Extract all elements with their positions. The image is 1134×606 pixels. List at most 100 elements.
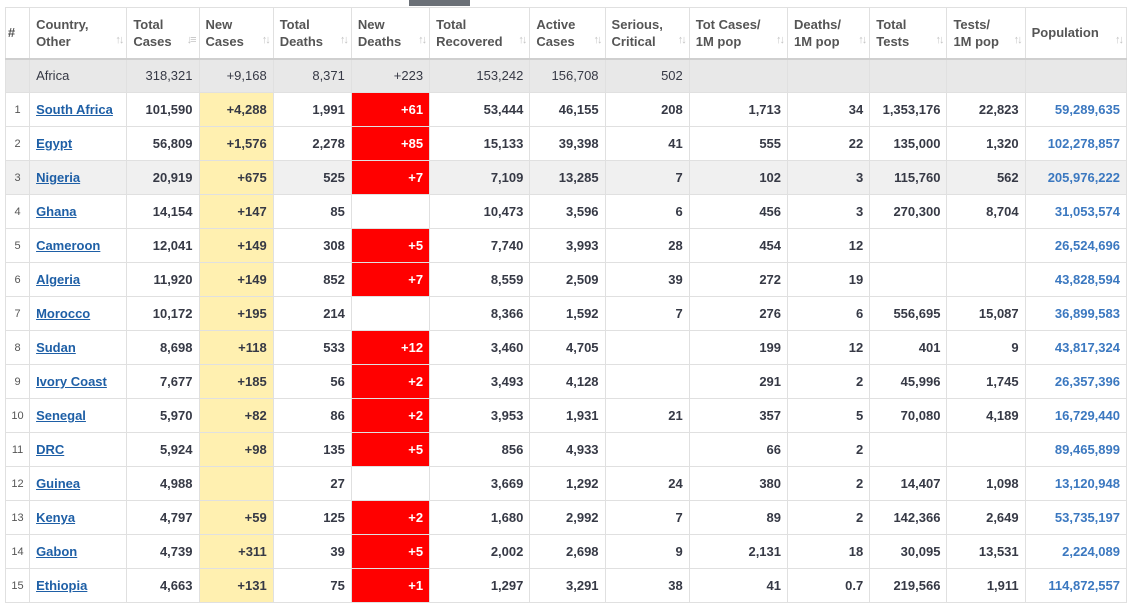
header-deaths-per-1m[interactable]: Deaths/1M pop ↑↓ — [787, 7, 871, 60]
covid-stats-table: # Country, Other ↑↓ Total Cases ↓≡ New Cases ↑↓ To… — [5, 7, 1128, 603]
country-link[interactable]: Sudan — [36, 340, 76, 355]
table-row: 10 Senegal 5,970 +82 86 +2 3,953 1,931 21 357 5 70,… — [5, 398, 1128, 433]
cell-country: DRC — [29, 432, 128, 467]
population-link[interactable]: 13,120,948 — [1054, 476, 1120, 491]
header-tests-per-1m[interactable]: Tests/1M pop ↑↓ — [946, 7, 1026, 60]
cell-total-recovered: 8,559 — [429, 262, 531, 297]
header-label: # — [6, 24, 29, 41]
country-link[interactable]: DRC — [36, 442, 65, 457]
header-total-deaths[interactable]: Total Deaths ↑↓ — [272, 7, 352, 60]
header-new-cases[interactable]: New Cases ↑↓ — [198, 7, 274, 60]
cell-population: 43,828,594 — [1024, 262, 1128, 297]
sort-arrows-icon[interactable]: ↑↓ — [339, 33, 349, 46]
sort-arrows-icon[interactable]: ↑↓ — [518, 33, 527, 46]
sort-arrows-icon[interactable]: ↑↓ — [935, 33, 944, 46]
country-link[interactable]: Algeria — [36, 272, 81, 287]
population-link[interactable]: 53,735,197 — [1054, 510, 1120, 525]
country-link[interactable]: Nigeria — [36, 170, 81, 185]
country-link[interactable]: South Africa — [36, 102, 113, 117]
cell-rank: 7 — [5, 296, 31, 331]
cell-population: 13,120,948 — [1024, 466, 1128, 501]
header-tot-cases-per-1m[interactable]: Tot Cases/1M pop ↑↓ — [688, 7, 789, 60]
cell-new-cases: +147 — [198, 194, 274, 229]
header-total-tests[interactable]: Total Tests ↑↓ — [869, 7, 948, 60]
cell-total-deaths: 308 — [272, 228, 352, 263]
table-row: 13 Kenya 4,797 +59 125 +2 1,680 2,992 7 89 2 142,36… — [5, 500, 1128, 535]
header-active-cases[interactable]: Active Cases ↑↓ — [529, 7, 606, 60]
cell-total-recovered: 3,493 — [429, 364, 531, 399]
cell-total-tests: 556,695 — [869, 296, 948, 331]
top-tab-indicator — [409, 0, 470, 6]
sort-arrows-icon[interactable]: ↑↓ — [115, 33, 124, 46]
population-link[interactable]: 59,289,635 — [1054, 102, 1120, 117]
cell-new-deaths — [350, 194, 431, 229]
cell-tests-per-1m — [946, 432, 1026, 467]
cell-tot-cases-per-1m: 1,713 — [688, 92, 789, 127]
population-link[interactable]: 114,872,557 — [1048, 578, 1120, 593]
country-link[interactable]: Cameroon — [36, 238, 101, 253]
cell-tot-cases-per-1m: 41 — [688, 568, 789, 603]
sort-arrows-icon[interactable]: ↑↓ — [593, 33, 603, 46]
population-link[interactable]: 36,899,583 — [1054, 306, 1120, 321]
header-country[interactable]: Country, Other ↑↓ — [29, 7, 128, 60]
cell-total-cases: 14,154 — [126, 194, 200, 229]
cell-new-deaths: +2 — [350, 364, 431, 399]
cell-tests-per-1m: 15,087 — [946, 296, 1026, 331]
header-serious-critical[interactable]: Serious, Critical ↑↓ — [604, 7, 690, 60]
header-label: Population — [1032, 24, 1120, 41]
sort-arrows-icon[interactable]: ↑↓ — [776, 33, 785, 46]
cell-tests-per-1m: 1,911 — [946, 568, 1026, 603]
population-link[interactable]: 26,524,696 — [1054, 238, 1120, 253]
table-row: 3 Nigeria 20,919 +675 525 +7 7,109 13,285 7 102 3 1… — [5, 160, 1128, 195]
sort-arrows-icon[interactable]: ↑↓ — [1115, 33, 1124, 46]
population-link[interactable]: 43,817,324 — [1054, 340, 1120, 355]
sort-arrows-icon[interactable]: ↑↓ — [418, 33, 427, 46]
country-link[interactable]: Senegal — [36, 408, 86, 423]
country-link[interactable]: Egypt — [36, 136, 73, 151]
country-link[interactable]: Ghana — [36, 204, 77, 219]
cell-new-deaths — [350, 296, 431, 331]
header-label: Active Cases — [536, 16, 598, 50]
sort-arrows-icon[interactable]: ↑↓ — [1013, 33, 1023, 46]
cell-total-cases: 4,988 — [126, 466, 200, 501]
table-row: 5 Cameroon 12,041 +149 308 +5 7,740 3,993 28 454 1… — [5, 228, 1128, 263]
population-link[interactable]: 43,828,594 — [1054, 272, 1120, 287]
header-total-cases[interactable]: Total Cases ↓≡ — [126, 7, 200, 60]
header-total-recovered[interactable]: Total Recovered ↑↓ — [429, 7, 531, 60]
sort-arrows-icon[interactable]: ↑↓ — [677, 33, 687, 46]
population-link[interactable]: 2,224,089 — [1062, 544, 1120, 559]
header-label-line: Cases — [133, 33, 172, 49]
cell-serious-critical: 9 — [604, 534, 690, 569]
cell-tot-cases-per-1m: 456 — [688, 194, 789, 229]
sort-arrows-icon[interactable]: ↑↓ — [261, 33, 271, 46]
country-link[interactable]: Ivory Coast — [36, 374, 107, 389]
population-link[interactable]: 102,278,857 — [1047, 136, 1120, 151]
cell-tot-cases-per-1m: 357 — [688, 398, 789, 433]
country-link[interactable]: Gabon — [36, 544, 78, 559]
population-link[interactable]: 26,357,396 — [1054, 374, 1120, 389]
cell-tests-per-1m: 9 — [946, 330, 1026, 365]
population-link[interactable]: 205,976,222 — [1047, 170, 1120, 185]
header-label-line: Total — [436, 16, 467, 32]
cell-total-deaths: 56 — [272, 364, 352, 399]
country-link[interactable]: Kenya — [36, 510, 76, 525]
cell-tests-per-1m: 2,649 — [946, 500, 1026, 535]
cell-active-cases: 2,698 — [529, 534, 606, 569]
cell-total-deaths: 75 — [272, 568, 352, 603]
country-link[interactable]: Ethiopia — [36, 578, 88, 593]
cell-serious-critical — [604, 364, 690, 399]
population-link[interactable]: 89,465,899 — [1054, 442, 1120, 457]
header-label-line: Other — [36, 33, 71, 49]
sort-arrows-icon[interactable]: ↑↓ — [858, 33, 867, 46]
cell-population: 102,278,857 — [1024, 126, 1128, 161]
population-link[interactable]: 31,053,574 — [1054, 204, 1120, 219]
country-link[interactable]: Guinea — [36, 476, 81, 491]
header-label: Total Cases — [133, 16, 192, 50]
population-link[interactable]: 16,729,440 — [1054, 408, 1120, 423]
country-link[interactable]: Morocco — [36, 306, 91, 321]
cell-new-cases: +149 — [198, 262, 274, 297]
header-new-deaths[interactable]: New Deaths ↑↓ — [350, 7, 431, 60]
cell-serious-critical: 6 — [604, 194, 690, 229]
header-population[interactable]: Population ↑↓ — [1024, 7, 1128, 60]
sort-arrows-icon[interactable]: ↓≡ — [186, 33, 197, 46]
